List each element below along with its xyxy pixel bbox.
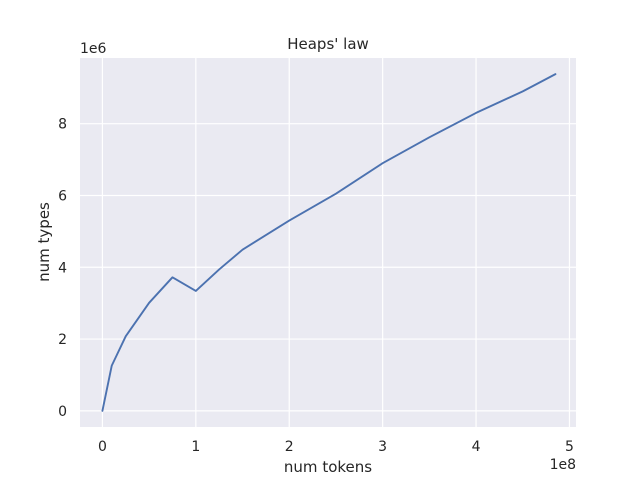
x-tick-label: 3 bbox=[378, 439, 387, 455]
plot-background bbox=[80, 58, 576, 427]
grid-lines bbox=[80, 58, 576, 427]
tick-labels: 0 1 2 3 4 5 0 2 4 6 8 bbox=[58, 117, 574, 455]
y-tick-label: 8 bbox=[58, 117, 67, 133]
x-tick-label: 5 bbox=[565, 439, 574, 455]
chart-title: Heaps' law bbox=[287, 35, 369, 53]
series-line bbox=[101, 73, 557, 412]
series-layer bbox=[101, 73, 557, 412]
x-axis-offset-label: 1e8 bbox=[550, 457, 576, 473]
x-tick-label: 4 bbox=[472, 439, 481, 455]
x-tick-label: 2 bbox=[285, 439, 294, 455]
y-tick-label: 2 bbox=[58, 332, 67, 348]
x-axis-label: num tokens bbox=[284, 458, 372, 476]
x-tick-label: 1 bbox=[191, 439, 200, 455]
y-axis-label: num types bbox=[35, 202, 53, 282]
y-axis-offset-label: 1e6 bbox=[80, 41, 107, 57]
y-tick-label: 4 bbox=[58, 260, 67, 276]
y-tick-label: 6 bbox=[58, 188, 67, 204]
x-tick-label: 0 bbox=[98, 439, 107, 455]
y-tick-label: 0 bbox=[58, 404, 67, 420]
